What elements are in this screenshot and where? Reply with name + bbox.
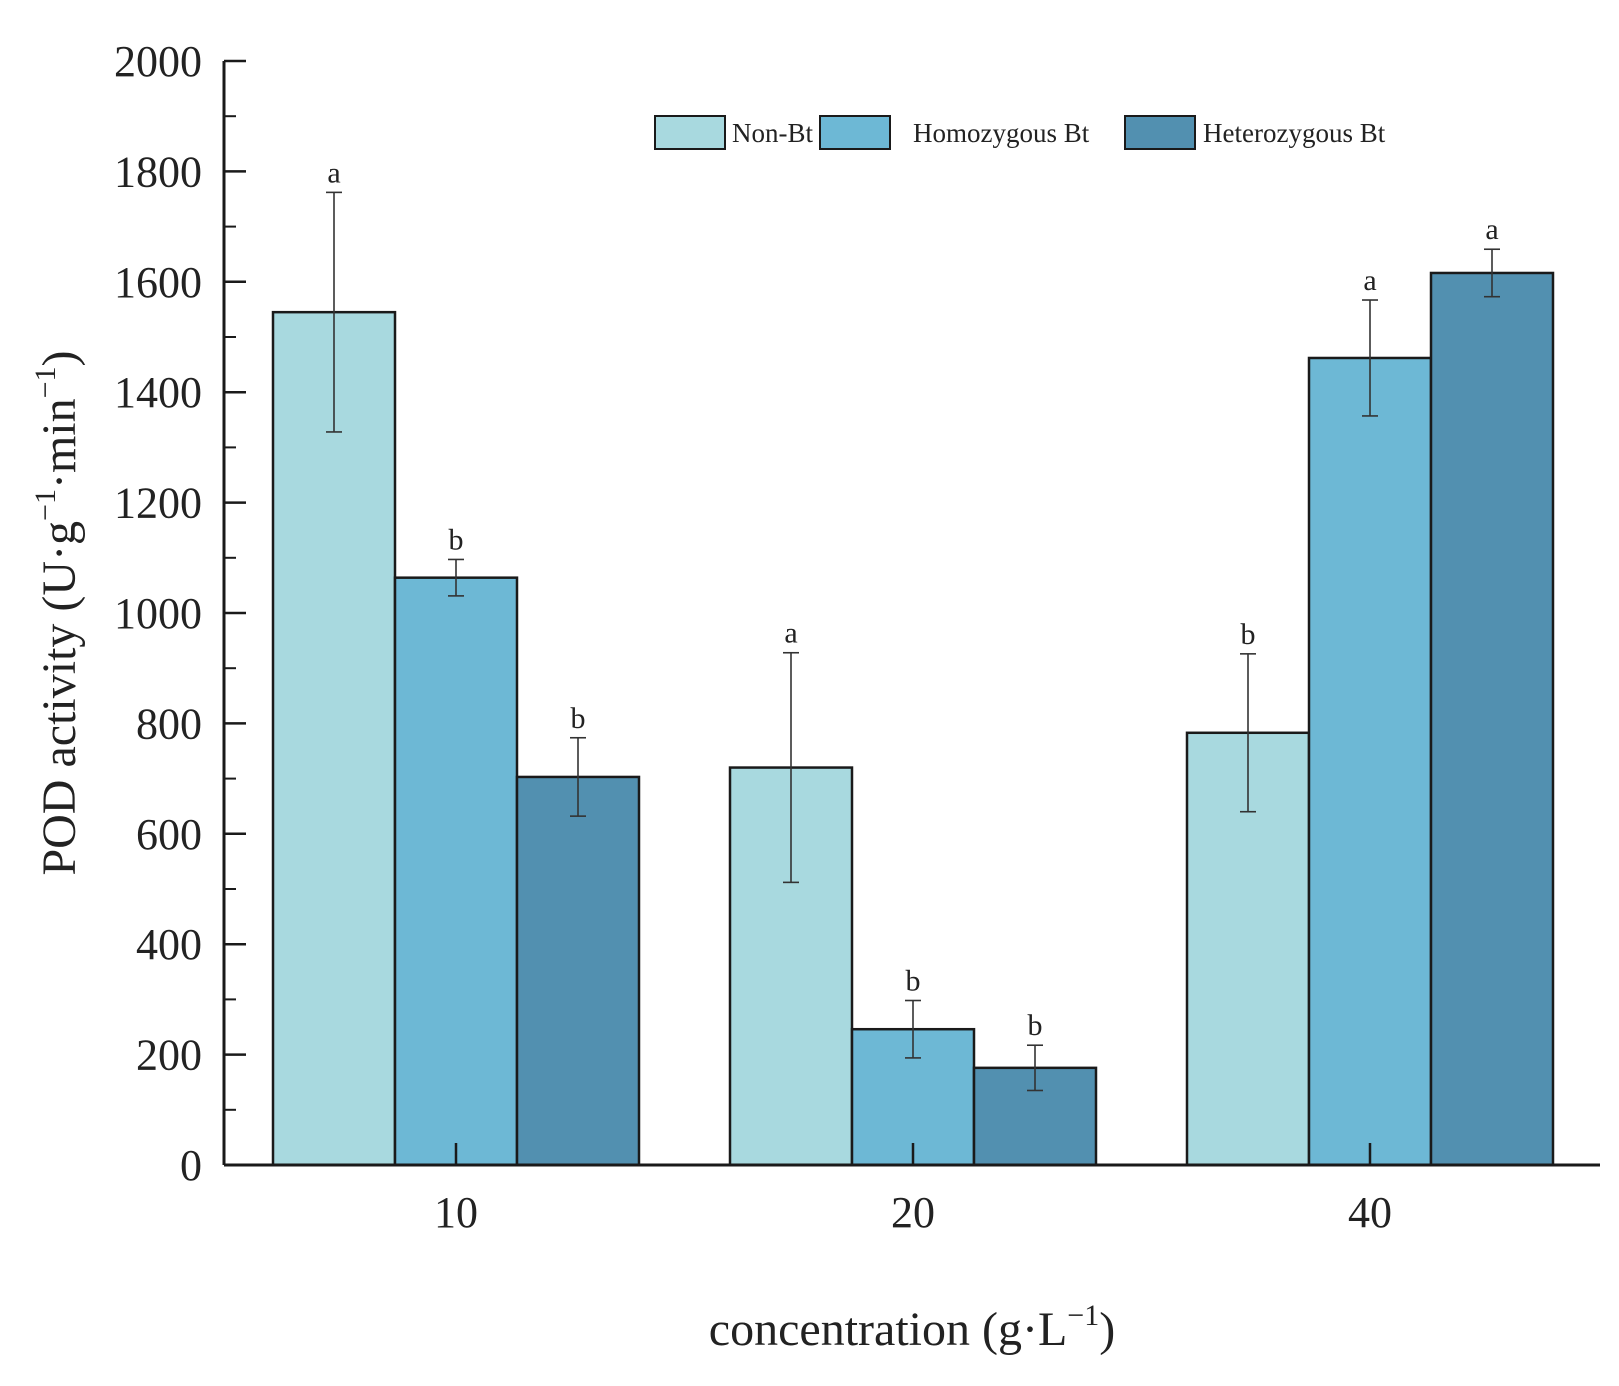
bar-heterozygous-bt-10 [515,775,641,1167]
y-tick-label: 1600 [114,258,202,307]
x-tick-label: 10 [434,1188,478,1237]
significance-letter: b [449,523,464,556]
bar-homozygous-bt-10 [393,576,519,1167]
bar-homozygous-bt-40 [1307,356,1433,1167]
y-tick-label: 1000 [114,589,202,638]
legend-label: Non-Bt [732,118,813,148]
legend-swatch-non-bt [654,115,726,150]
y-tick-label: 1200 [114,479,202,528]
y-tick-label: 400 [136,920,202,969]
y-tick-label: 800 [136,699,202,748]
y-tick-label: 1400 [114,368,202,417]
x-tick-label: 20 [891,1188,935,1237]
legend-label: Heterozygous Bt [1203,118,1386,148]
significance-letter: a [327,156,340,189]
y-tick-label: 1800 [114,147,202,196]
y-axis-title: POD activity (U·g−1·min−1) [29,350,86,875]
legend-swatch-homozygous-bt [819,115,891,150]
y-tick-label: 600 [136,810,202,859]
bar-non-bt-10 [271,310,397,1167]
y-tick-label: 200 [136,1031,202,1080]
legend-swatch-heterozygous-bt [1124,115,1196,150]
significance-letter: b [906,965,921,998]
x-axis-title: concentration (g·L−1) [709,1299,1115,1356]
y-tick-label: 0 [180,1141,202,1190]
x-tick-label: 40 [1348,1188,1392,1237]
significance-letter: a [784,617,797,650]
significance-letter: b [1241,618,1256,651]
significance-letter: b [1028,1009,1043,1042]
significance-letter: a [1485,213,1498,246]
bar-heterozygous-bt-40 [1429,271,1555,1167]
significance-letter: b [571,702,586,735]
significance-letter: a [1363,264,1376,297]
legend-label: Homozygous Bt [913,118,1090,148]
y-tick-label: 2000 [114,37,202,86]
